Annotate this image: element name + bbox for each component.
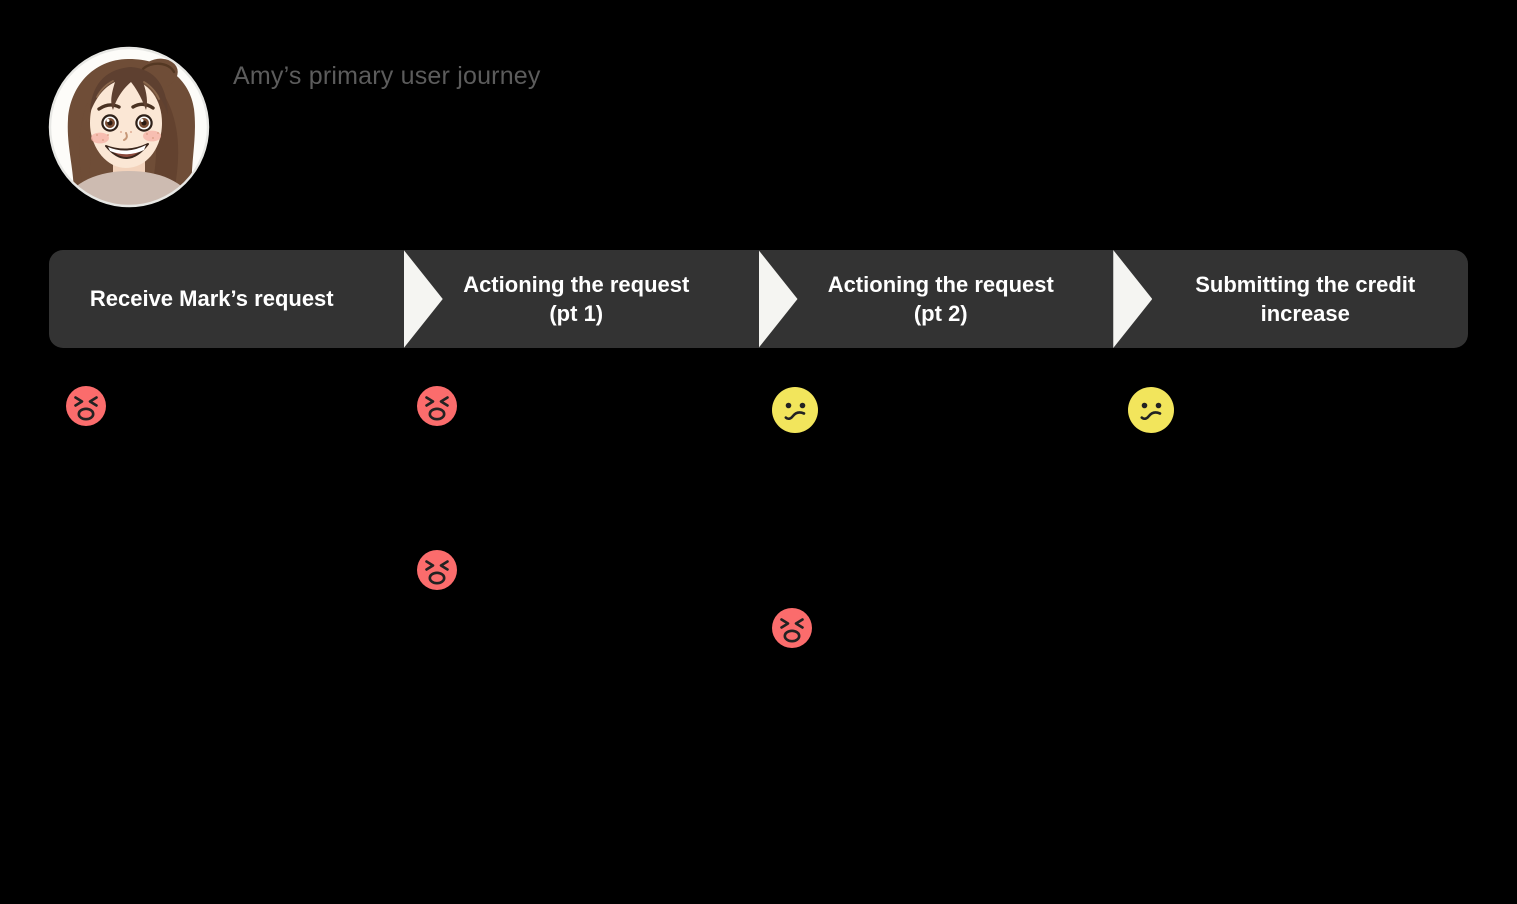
stage-label: Actioning the request (pt 1) <box>463 271 690 326</box>
persona-avatar <box>47 45 211 209</box>
stage-label: Receive Mark’s request <box>89 286 334 312</box>
angry-face-icon <box>417 550 457 590</box>
angry-face-icon <box>417 386 457 426</box>
angry-face-icon <box>772 608 812 648</box>
stage-actioning-request-pt2: Actioning the request (pt 2) <box>739 250 1104 348</box>
woman-avatar-illustration <box>48 46 210 208</box>
confused-face-icon <box>1128 387 1174 433</box>
angry-face-icon <box>66 386 106 426</box>
stage-submitting-credit-increase: Submitting the credit increase <box>1104 250 1469 348</box>
stage-actioning-request-pt1: Actioning the request (pt 1) <box>375 250 740 348</box>
stage-label: Submitting the credit increase <box>1195 271 1416 326</box>
confused-face-icon <box>772 387 818 433</box>
page-title: Amy’s primary user journey <box>233 62 541 90</box>
stage-label: Actioning the request (pt 2) <box>827 271 1054 326</box>
journey-stage-bar: Receive Mark’s request Actioning the req… <box>49 250 1468 348</box>
stage-receive-marks-request: Receive Mark’s request <box>49 250 375 348</box>
